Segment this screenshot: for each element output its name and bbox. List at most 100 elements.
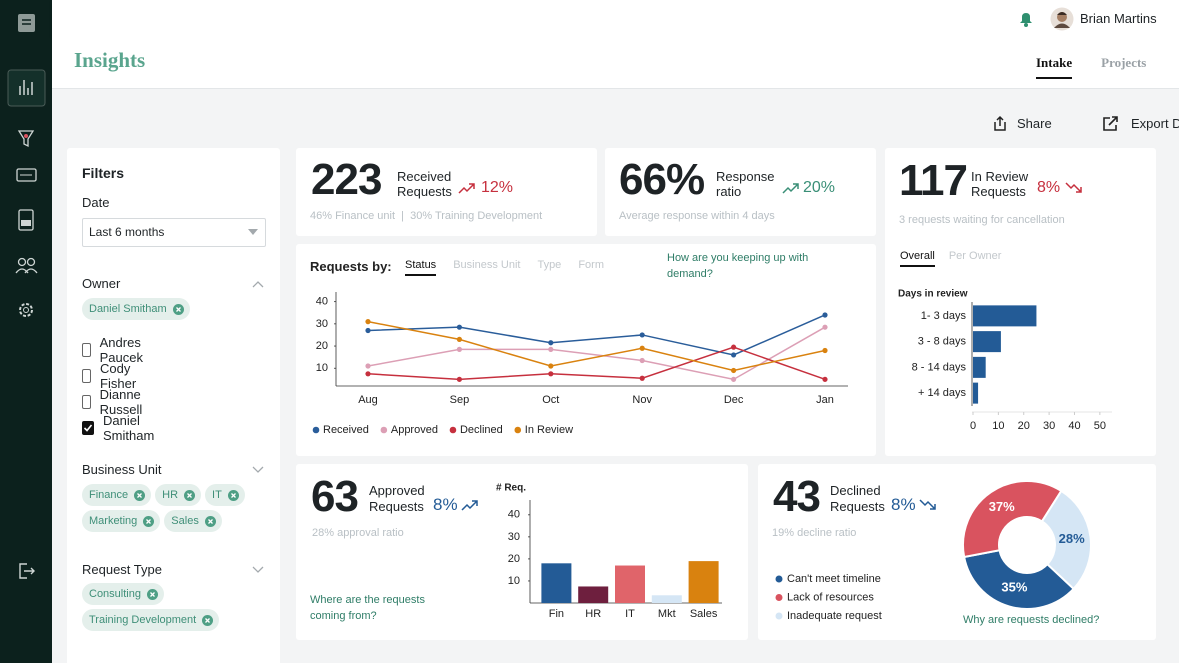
chip-remove[interactable] <box>184 489 196 501</box>
share-button[interactable]: Share <box>1017 116 1052 131</box>
x-tick-label: 20 <box>1018 420 1030 432</box>
chart-question[interactable]: How are you keeping up with demand? <box>667 252 809 280</box>
chip-label: Marketing <box>89 515 138 527</box>
chip-remove[interactable] <box>146 588 158 600</box>
option-label: Dianne Russell <box>99 387 143 417</box>
x-tick-label: 50 <box>1094 420 1106 432</box>
remove-x <box>207 518 213 524</box>
y-tick-label: 30 <box>508 531 520 543</box>
chip-label: Finance <box>89 489 129 501</box>
kpi-card <box>605 148 876 236</box>
x-tick-label: 10 <box>992 420 1004 432</box>
filter-chip[interactable]: Training Development <box>82 609 220 631</box>
x-tick-label: Jan <box>816 394 834 406</box>
chip-remove[interactable] <box>202 614 214 626</box>
chip-remove[interactable] <box>204 515 216 527</box>
tab[interactable]: Overall <box>900 250 935 267</box>
remove-x <box>205 617 211 623</box>
kpi-label-line: Requests <box>830 499 885 514</box>
data-point <box>822 376 828 382</box>
expand-icon[interactable] <box>252 466 264 474</box>
checkbox[interactable] <box>82 369 92 383</box>
remove-x <box>150 591 155 597</box>
checkbox[interactable] <box>82 395 91 409</box>
legend-label: Received <box>323 424 369 436</box>
data-point <box>548 346 554 352</box>
kpi-note: 19% decline ratio <box>772 527 857 539</box>
data-point <box>365 327 371 334</box>
expand-icon[interactable] <box>252 566 264 574</box>
donut-slice <box>962 549 1076 610</box>
x-tick-label: HR <box>585 608 601 620</box>
trend-arrow <box>461 500 478 511</box>
chip-remove[interactable] <box>134 489 146 501</box>
filters-title: Filters <box>82 165 125 181</box>
owner-option[interactable]: Dianne Russell <box>82 387 148 417</box>
tab[interactable]: Status <box>405 259 437 276</box>
data-point <box>548 363 554 369</box>
tab[interactable]: Projects <box>1101 55 1147 70</box>
y-tick-label: 30 <box>316 318 328 330</box>
filter-chip[interactable]: HR <box>155 484 202 506</box>
data-point <box>822 312 828 318</box>
user-name[interactable]: Brian Martins <box>1080 11 1157 26</box>
kpi-link[interactable]: Where are the requests coming from? <box>310 594 425 622</box>
owner-option[interactable]: Andres Paucek <box>82 335 148 365</box>
review-card <box>885 148 1156 456</box>
chip-remove[interactable] <box>172 303 184 315</box>
slice-label: 35% <box>1001 580 1027 595</box>
trend-arrow <box>1065 182 1082 193</box>
bar <box>973 305 1037 327</box>
data-point <box>639 332 645 338</box>
option-label: Cody Fisher <box>100 361 137 391</box>
filter-chip[interactable]: Sales <box>164 510 222 532</box>
owner-option[interactable]: Daniel Smitham <box>82 413 156 443</box>
avatar[interactable] <box>1050 7 1074 31</box>
kpi-card <box>296 148 597 236</box>
filter-chip[interactable]: IT <box>205 484 245 506</box>
tab[interactable]: Business Unit <box>453 259 521 271</box>
kpi-change: 8% <box>1037 179 1061 196</box>
series-line <box>367 326 826 381</box>
y-tick-label: 10 <box>316 362 328 374</box>
chip-remove[interactable] <box>143 515 155 527</box>
export-button[interactable]: Export Data <box>1131 116 1179 131</box>
tab[interactable]: Type <box>537 259 562 271</box>
chart-title: Requests by: <box>310 259 392 274</box>
option-label: Andres Paucek <box>99 335 143 365</box>
kpi-label-line: Requests <box>369 499 424 514</box>
kpi-label-line: Requests <box>397 184 452 199</box>
tab[interactable]: Intake <box>1036 55 1073 79</box>
checkbox[interactable] <box>82 421 94 435</box>
filter-chip[interactable]: Finance <box>82 484 152 506</box>
tab[interactable]: Per Owner <box>948 250 1002 262</box>
chip-remove[interactable] <box>227 489 239 501</box>
legend-dot <box>312 426 320 434</box>
remove-x <box>187 492 192 498</box>
data-point <box>822 324 828 330</box>
tab[interactable]: Form <box>578 259 604 271</box>
kpi-label: In Review Requests <box>971 169 1028 199</box>
legend-dot <box>775 594 783 601</box>
checkbox[interactable] <box>82 343 91 357</box>
filter-chip[interactable]: Daniel Smitham <box>82 298 190 320</box>
kpi-link[interactable]: Why are requests declined? <box>963 614 1100 626</box>
owner-option[interactable]: Cody Fisher <box>82 361 141 391</box>
data-point <box>456 336 462 342</box>
remove-x <box>230 492 236 498</box>
export-icon[interactable] <box>1102 115 1120 132</box>
page-title: Insights <box>74 48 146 72</box>
arrow-path <box>782 183 799 194</box>
arrow-path <box>919 499 936 510</box>
axis-title: # Req. <box>496 483 526 494</box>
date-select[interactable] <box>82 218 266 247</box>
bell-icon[interactable] <box>1017 10 1035 28</box>
share-icon[interactable] <box>992 115 1008 132</box>
slice-label: 28% <box>1059 531 1085 546</box>
filter-chip[interactable]: Consulting <box>82 583 164 605</box>
chip-list: Finance HR IT Marketing Sales <box>82 484 262 536</box>
collapse-icon[interactable] <box>252 280 264 288</box>
filter-chip[interactable]: Marketing <box>82 510 161 532</box>
requests-card <box>296 244 876 456</box>
donut-slice <box>962 480 1063 559</box>
